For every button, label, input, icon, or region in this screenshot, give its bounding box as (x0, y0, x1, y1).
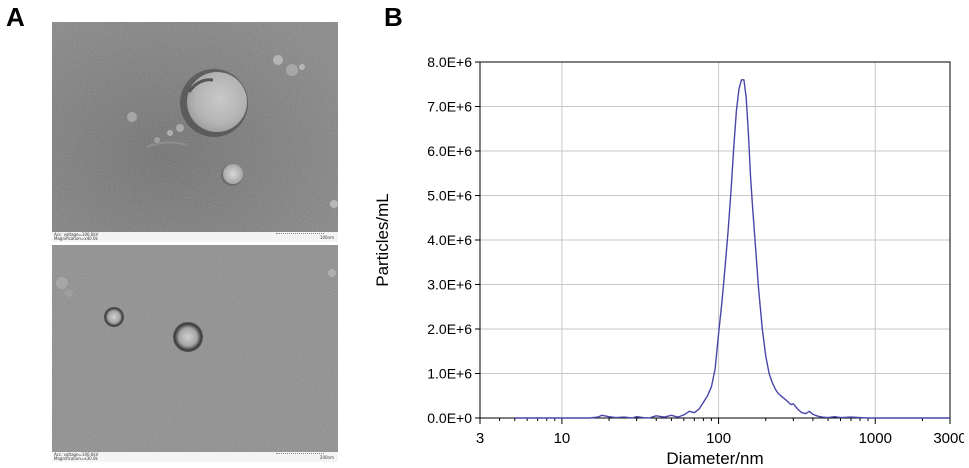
y-tick-label: 8.0E+6 (427, 54, 472, 70)
y-tick-label: 3.0E+6 (427, 277, 472, 293)
tem-caption-voltage: Acc. voltage=100.0kV (54, 452, 99, 457)
y-tick-label: 2.0E+6 (427, 321, 472, 337)
tem-caption-magnification: Magnification=x30.0k (54, 456, 98, 461)
chart-series (514, 79, 950, 419)
y-tick-label: 0.0E+0 (427, 410, 472, 426)
chart-axes: 0.0E+0 1.0E+6 2.0E+6 3.0E+6 4.0E+6 5.0E+6 6.0E… (427, 54, 964, 447)
y-tick-label: 4.0E+6 (427, 232, 472, 248)
tem-image-top: Acc. voltage=100.0kV Magnification=x40.0… (52, 22, 338, 242)
x-tick-label: 3 (476, 430, 484, 447)
tem-micrograph-bottom (52, 245, 338, 462)
y-tick-label: 6.0E+6 (427, 143, 472, 159)
y-axis-label: Particles/mL (373, 193, 392, 287)
tem-info-strip-bottom: Acc. voltage=100.0kV Magnification=x30.0… (52, 452, 338, 462)
panel-b-label: B (384, 2, 403, 32)
y-tick-label: 1.0E+6 (427, 366, 472, 382)
panel-a-label: A (6, 2, 25, 32)
tem-info-strip-top: Acc. voltage=100.0kV Magnification=x40.0… (52, 232, 338, 242)
x-tick-label: 10 (554, 430, 571, 447)
tem-caption-magnification: Magnification=x40.0k (54, 236, 98, 241)
x-tick-label: 100 (706, 430, 731, 447)
tem-image-bottom: Acc. voltage=100.0kV Magnification=x30.0… (52, 245, 338, 462)
y-tick-label: 7.0E+6 (427, 99, 472, 115)
size-distribution-chart: 0.0E+0 1.0E+6 2.0E+6 3.0E+6 4.0E+6 5.0E+6 6.0E… (373, 54, 964, 466)
series-line (514, 79, 950, 419)
y-tick-label: 5.0E+6 (427, 188, 472, 204)
tem-caption-voltage: Acc. voltage=100.0kV (54, 232, 99, 237)
tem-scale-label: 100nm (319, 235, 334, 240)
tem-scale-label: 200nm (319, 455, 334, 460)
x-tick-label: 3000 (933, 430, 964, 447)
plot-frame (479, 61, 951, 419)
x-axis-label: Diameter/nm (666, 449, 763, 466)
tem-micrograph-top (52, 22, 338, 242)
tem-scale-bar (276, 453, 324, 456)
x-tick-label: 1000 (859, 430, 892, 447)
tem-scale-bar (276, 233, 324, 236)
